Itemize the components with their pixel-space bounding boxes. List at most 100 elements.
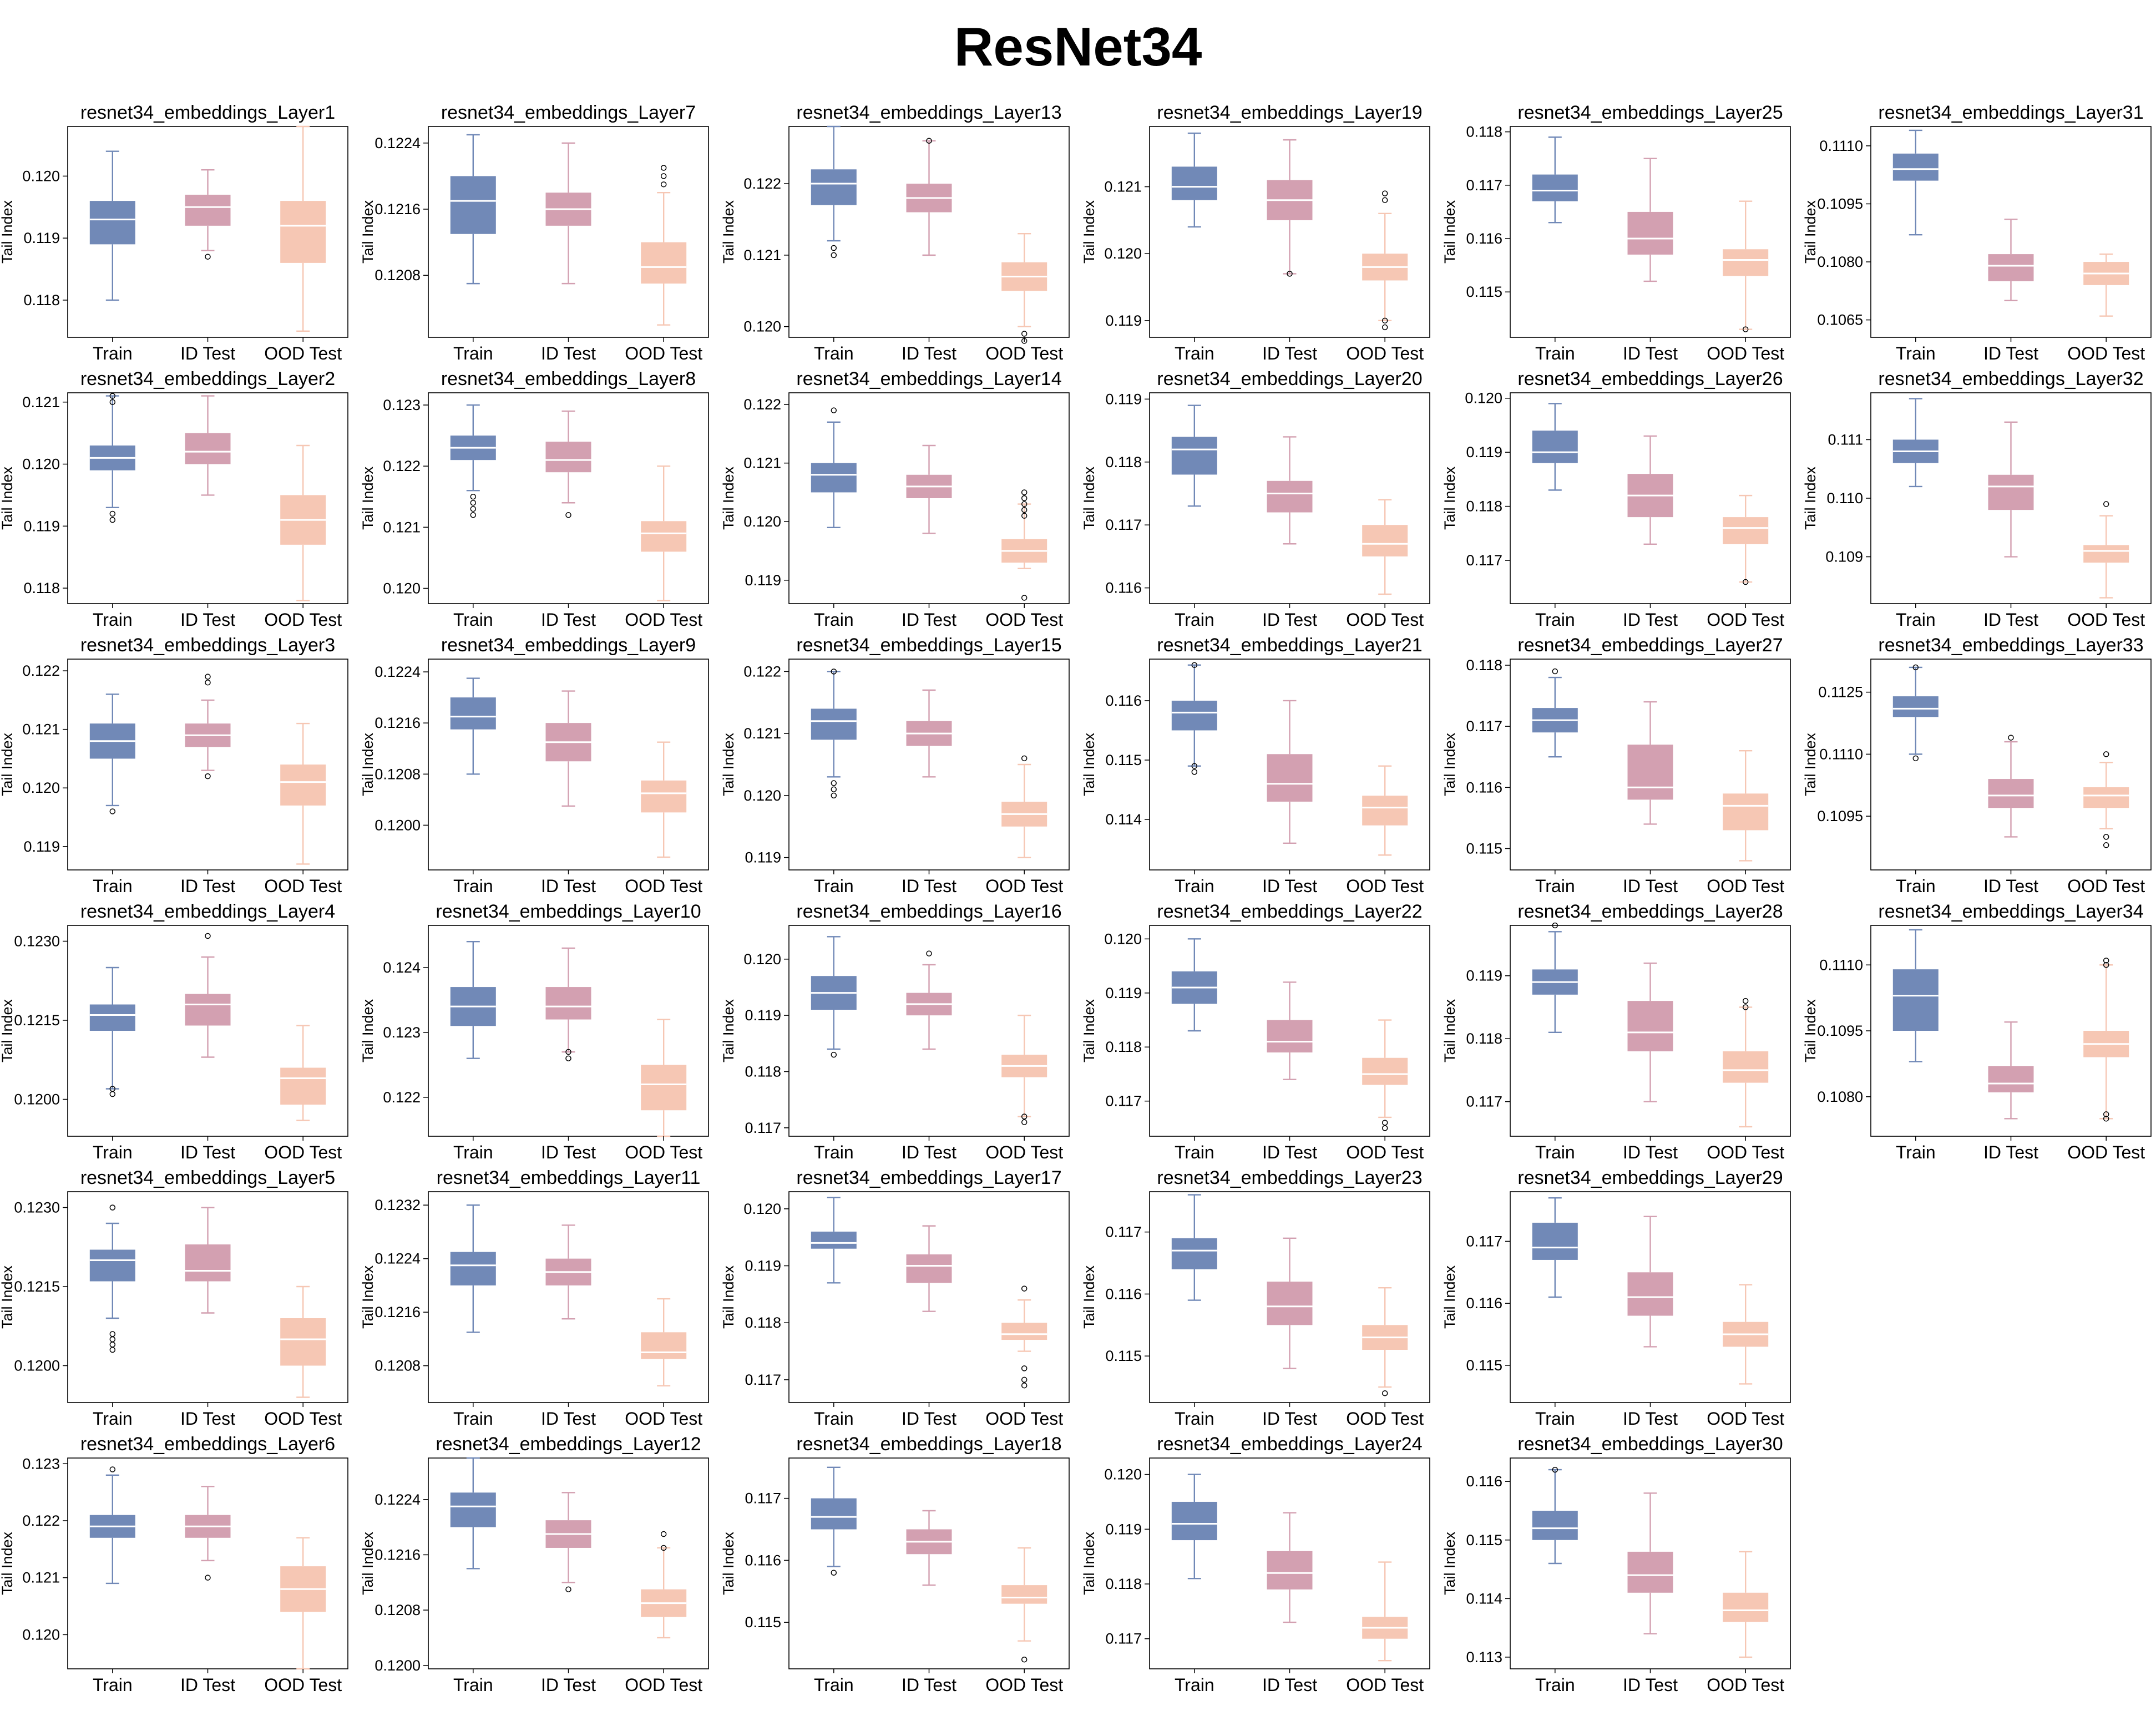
y-tick-label: 0.1208 <box>374 766 421 782</box>
box-ood-test <box>280 722 326 865</box>
y-tick-label: 0.1080 <box>1817 254 1863 270</box>
iqr-box <box>1627 1272 1673 1316</box>
x-tick-label: ID Test <box>180 1142 235 1162</box>
box-ood-test <box>1001 233 1047 344</box>
outlier-point <box>565 1049 571 1055</box>
x-tick-label: OOD Test <box>1346 1409 1424 1429</box>
outlier-point <box>831 1570 837 1576</box>
iqr-box <box>450 176 496 234</box>
x-tick-label: ID Test <box>902 1409 956 1429</box>
iqr-box <box>1988 779 2034 808</box>
outlier-point <box>2103 958 2109 964</box>
y-tick-label: 0.117 <box>1466 177 1502 194</box>
y-tick-label: 0.1208 <box>374 1358 421 1374</box>
subplot-layer33: resnet34_embeddings_Layer33 0.1095 0.1110 0… <box>1802 635 2152 896</box>
x-tick-label: ID Test <box>1623 1409 1678 1429</box>
subplot-layer10: resnet34_embeddings_Layer10 0.122 0.123 0.1… <box>360 901 709 1162</box>
box-ood-test <box>641 165 687 326</box>
x-tick-label: OOD Test <box>264 610 342 630</box>
outlier-point <box>470 506 477 512</box>
y-tick-label: 0.117 <box>745 1490 781 1507</box>
y-tick-label: 0.122 <box>22 1512 60 1529</box>
box-train <box>89 150 135 301</box>
box-train <box>1171 1474 1217 1580</box>
subplot-title: resnet34_embeddings_Layer8 <box>441 368 696 389</box>
box-train <box>89 1204 135 1353</box>
outlier-point <box>660 181 667 188</box>
x-tick-label: ID Test <box>180 343 235 363</box>
subplot-title: resnet34_embeddings_Layer15 <box>796 635 1061 656</box>
box-id-test <box>1267 139 1313 277</box>
iqr-box <box>89 1249 135 1282</box>
x-tick-label: ID Test <box>1983 1142 2038 1162</box>
box-train <box>89 393 135 523</box>
subplot-layer22: resnet34_embeddings_Layer22 0.117 0.118 0.1… <box>1081 901 1430 1162</box>
box-train <box>1532 136 1578 224</box>
outlier-point <box>1381 1120 1388 1126</box>
y-tick-label: 0.118 <box>1105 454 1142 470</box>
outlier-point <box>565 1055 571 1061</box>
x-tick-label: Train <box>453 1142 493 1162</box>
y-tick-label: 0.120 <box>383 580 421 596</box>
outlier-point <box>1381 197 1388 203</box>
box-ood-test <box>641 741 687 858</box>
y-tick-label: 0.120 <box>1465 390 1502 407</box>
box-train <box>1892 129 1939 236</box>
x-tick-label: Train <box>814 1675 854 1695</box>
y-axis-label: Tail Index <box>1081 999 1097 1062</box>
y-tick-label: 0.123 <box>22 1455 60 1472</box>
subplot-title: resnet34_embeddings_Layer30 <box>1517 1434 1783 1455</box>
y-tick-label: 0.118 <box>1105 1039 1142 1055</box>
box-id-test <box>1988 735 2034 838</box>
y-tick-label: 0.120 <box>22 1626 60 1643</box>
box-ood-test <box>280 444 326 601</box>
outlier-point <box>1191 769 1198 775</box>
box-train <box>1532 403 1578 491</box>
subplot-title: resnet34_embeddings_Layer33 <box>1878 635 2143 656</box>
y-tick-label: 0.116 <box>1105 580 1142 596</box>
subplot-layer25: resnet34_embeddings_Layer25 0.115 0.116 0.1… <box>1441 102 1791 363</box>
iqr-box <box>811 1498 857 1530</box>
y-tick-label: 0.1095 <box>1817 808 1863 824</box>
y-axis-label: Tail Index <box>720 466 737 530</box>
box-ood-test <box>280 1025 326 1121</box>
subplot-title: resnet34_embeddings_Layer3 <box>80 635 335 656</box>
subplot-title: resnet34_embeddings_Layer4 <box>80 901 335 922</box>
y-axis-label: Tail Index <box>1081 1531 1097 1595</box>
outlier-point <box>109 1342 116 1348</box>
y-tick-label: 0.120 <box>22 456 60 473</box>
subplot-title: resnet34_embeddings_Layer20 <box>1157 368 1422 389</box>
box-train <box>1171 938 1217 1032</box>
y-tick-label: 0.116 <box>1466 1473 1502 1490</box>
x-tick-label: Train <box>814 876 854 896</box>
x-tick-label: ID Test <box>180 876 235 896</box>
subplot-title: resnet34_embeddings_Layer5 <box>80 1167 335 1188</box>
box-train <box>1892 398 1939 488</box>
x-tick-label: OOD Test <box>1346 1675 1424 1695</box>
x-tick-label: Train <box>93 1675 133 1695</box>
subplot-layer18: resnet34_embeddings_Layer18 0.115 0.116 0.1… <box>720 1434 1070 1695</box>
iqr-box <box>545 442 591 473</box>
iqr-box <box>185 433 231 464</box>
box-train <box>450 941 496 1059</box>
x-tick-label: OOD Test <box>625 610 702 630</box>
outlier-point <box>1552 922 1558 929</box>
outlier-point <box>831 252 837 259</box>
box-train <box>1171 404 1217 507</box>
y-tick-label: 0.1230 <box>14 933 60 950</box>
x-tick-label: Train <box>1175 610 1214 630</box>
y-axis-label: Tail Index <box>1441 1531 1458 1595</box>
y-tick-label: 0.117 <box>1466 718 1502 735</box>
box-id-test <box>1627 158 1673 282</box>
iqr-box <box>2083 787 2129 808</box>
outlier-point <box>1021 1382 1028 1389</box>
y-tick-label: 0.120 <box>743 318 781 335</box>
y-tick-label: 0.118 <box>1466 1030 1502 1047</box>
iqr-box <box>641 521 687 552</box>
box-id-test <box>906 1225 952 1312</box>
x-tick-label: Train <box>93 1142 133 1162</box>
subplot-title: resnet34_embeddings_Layer23 <box>1157 1167 1422 1188</box>
box-train <box>89 966 135 1097</box>
subplot-layer27: resnet34_embeddings_Layer27 0.115 0.116 0.1… <box>1441 635 1791 896</box>
y-axis-label: Tail Index <box>1441 466 1458 530</box>
